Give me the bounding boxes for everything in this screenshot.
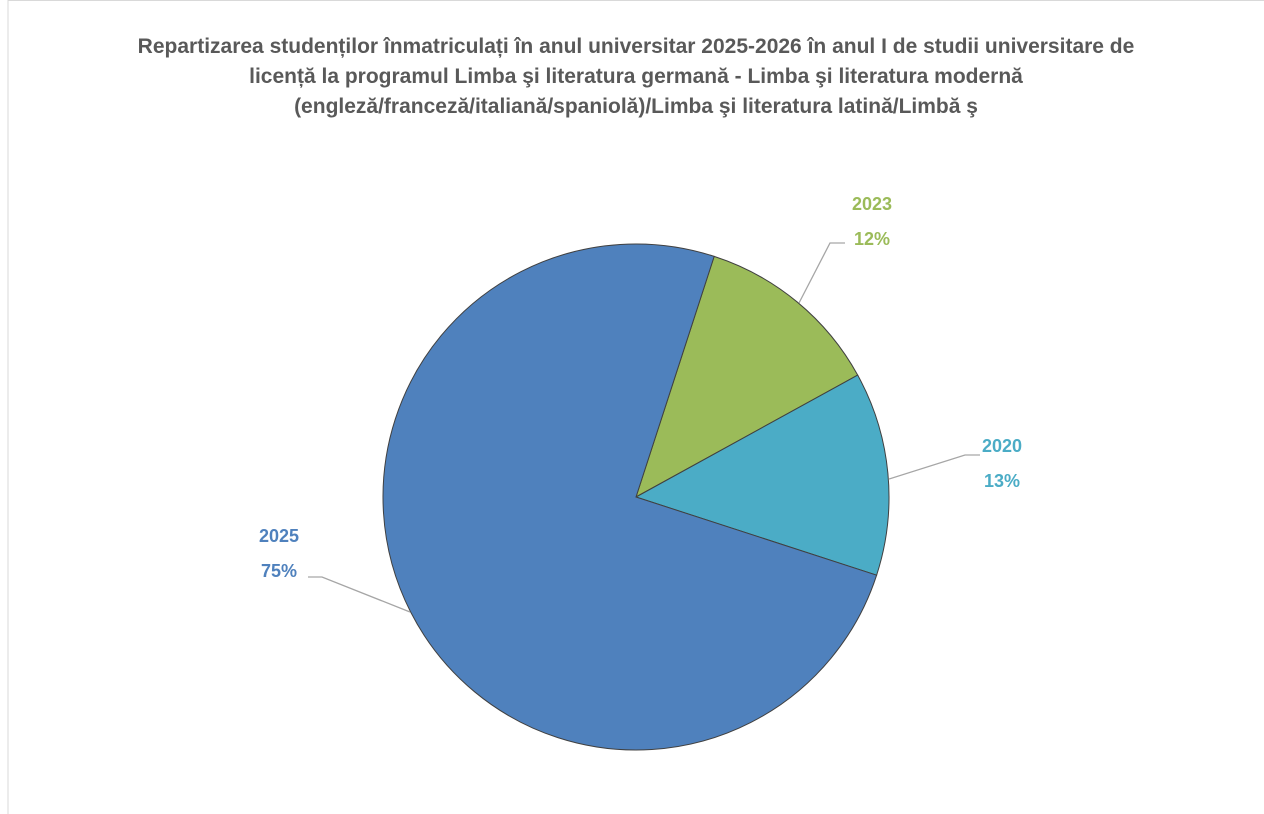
data-label-category: 2025	[259, 526, 299, 546]
pie-slice	[634, 374, 890, 576]
chart-title: Repartizarea studenților înmatriculați î…	[137, 35, 1135, 118]
data-label-category: 2020	[982, 436, 1022, 456]
leader-line	[798, 242, 845, 304]
pie-slice	[382, 243, 878, 751]
data-label-value: 12%	[854, 229, 890, 249]
data-label-value: 13%	[984, 471, 1020, 491]
chart-border	[7, 0, 1264, 814]
leader-line	[308, 576, 411, 613]
data-label-category: 2023	[852, 194, 892, 214]
leader-line	[888, 454, 980, 480]
pie-slice	[635, 255, 859, 499]
data-label-value: 75%	[261, 561, 297, 581]
